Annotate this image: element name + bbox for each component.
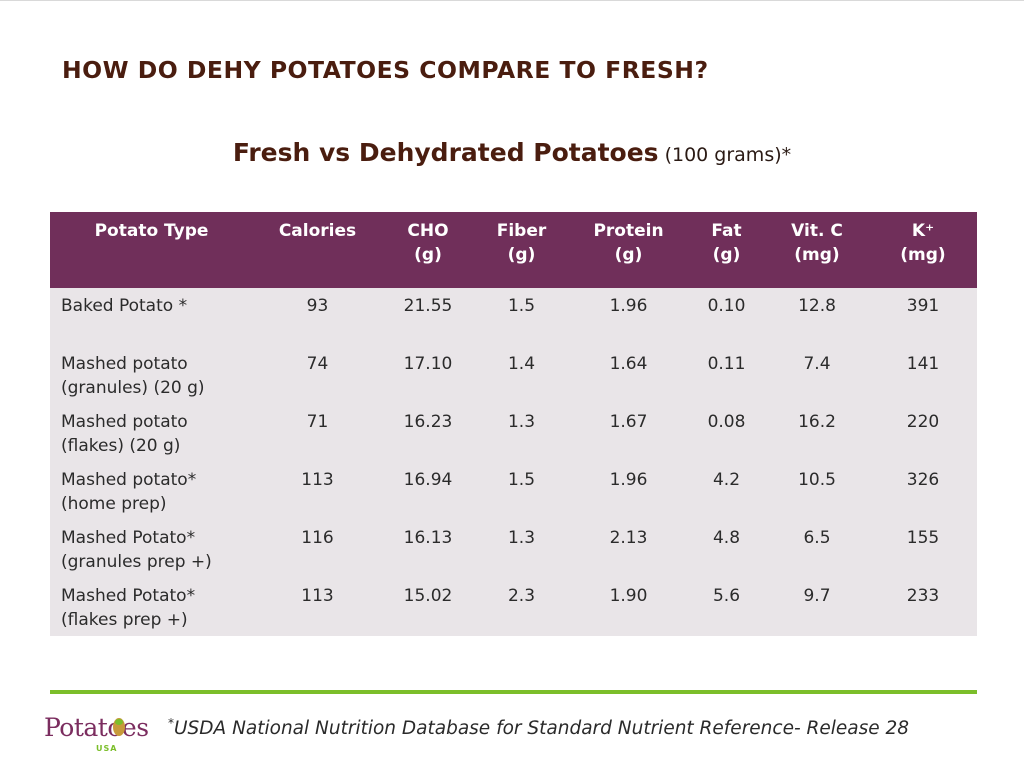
header-fat: Fat (g) [711, 221, 742, 265]
cell-vitamin-c: 9.7 [803, 586, 831, 606]
cell-potassium: 233 [906, 586, 940, 606]
cell-potassium: 326 [906, 470, 940, 490]
cell-vitamin-c: 16.2 [798, 412, 836, 432]
potatoes-usa-logo: Potatoes USA [44, 713, 149, 763]
cell-fat: 4.2 [712, 470, 741, 490]
table-row: Mashed potato* (home prep) 113 16.94 1.5 … [50, 462, 977, 520]
cell-potato-type: Mashed potato* (home prep) [61, 470, 197, 514]
cell-potassium: 391 [906, 296, 940, 316]
table-header-row: Potato Type Calories CHO (g) Fiber (g) Pro… [50, 212, 977, 288]
cell-protein: 1.96 [609, 470, 648, 490]
cell-potassium: 155 [906, 528, 940, 548]
cell-potato-type: Mashed potato (granules) (20 g) [61, 354, 205, 398]
cell-fat: 5.6 [712, 586, 741, 606]
header-fiber: Fiber (g) [496, 221, 547, 265]
cell-calories: 71 [306, 412, 329, 432]
caption-serving: (100 grams)* [664, 144, 792, 166]
cell-potato-type: Baked Potato * [61, 296, 188, 316]
cell-calories: 93 [306, 296, 329, 316]
footnote-text: USDA National Nutrition Database for Sta… [174, 718, 910, 740]
cell-vitamin-c: 12.8 [798, 296, 836, 316]
cell-potato-type: Mashed Potato* (flakes prep +) [61, 586, 196, 630]
cell-fiber: 1.3 [507, 412, 536, 432]
cell-potato-type: Mashed potato (flakes) (20 g) [61, 412, 188, 456]
cell-fiber: 2.3 [507, 586, 536, 606]
table-row: Mashed Potato* (flakes prep +) 113 15.02 … [50, 578, 977, 636]
cell-fat: 0.08 [707, 412, 746, 432]
cell-cho: 17.10 [403, 354, 453, 374]
cell-calories: 113 [301, 470, 334, 490]
cell-vitamin-c: 10.5 [798, 470, 836, 490]
footer-divider [50, 690, 977, 694]
cell-calories: 116 [301, 528, 334, 548]
potato-mark-icon [113, 718, 125, 736]
table-row: Baked Potato * 93 21.55 1.5 1.96 0.10 12… [50, 288, 977, 346]
source-footnote: *USDA National Nutrition Database for St… [168, 716, 909, 739]
cell-fat: 4.8 [712, 528, 741, 548]
cell-vitamin-c: 6.5 [803, 528, 831, 548]
cell-fat: 0.10 [707, 296, 746, 316]
cell-calories: 74 [306, 354, 329, 374]
top-border [0, 0, 1024, 1]
slide-title: HOW DO DEHY POTATOES COMPARE TO FRESH? [62, 56, 709, 84]
cell-vitamin-c: 7.4 [803, 354, 831, 374]
nutrition-table: Potato Type Calories CHO (g) Fiber (g) Pro… [50, 212, 977, 636]
header-protein: Protein (g) [593, 221, 664, 265]
logo-usa: USA [96, 744, 118, 753]
header-vitamin-c: Vit. C (mg) [791, 221, 843, 265]
cell-fiber: 1.3 [507, 528, 536, 548]
logo-wordmark: Potatoes [44, 713, 149, 742]
header-cho: CHO (g) [407, 221, 449, 265]
table-caption: Fresh vs Dehydrated Potatoes (100 grams)* [0, 138, 1024, 167]
cell-potassium: 220 [906, 412, 940, 432]
cell-fiber: 1.5 [507, 296, 536, 316]
header-potato-type: Potato Type [94, 221, 209, 241]
caption-main: Fresh vs Dehydrated Potatoes [232, 138, 659, 167]
cell-protein: 1.90 [609, 586, 648, 606]
cell-cho: 15.02 [403, 586, 453, 606]
cell-potassium: 141 [906, 354, 940, 374]
cell-potato-type: Mashed Potato* (granules prep +) [61, 528, 212, 572]
cell-protein: 1.96 [609, 296, 648, 316]
cell-cho: 21.55 [403, 296, 453, 316]
cell-cho: 16.13 [403, 528, 453, 548]
table-row: Mashed Potato* (granules prep +) 116 16.1… [50, 520, 977, 578]
cell-protein: 1.64 [609, 354, 648, 374]
cell-protein: 2.13 [609, 528, 648, 548]
header-calories: Calories [278, 221, 357, 241]
cell-calories: 113 [301, 586, 334, 606]
cell-fat: 0.11 [707, 354, 746, 374]
cell-fiber: 1.4 [507, 354, 536, 374]
table-row: Mashed potato (flakes) (20 g) 71 16.23 1.… [50, 404, 977, 462]
footnote-mark: * [168, 716, 174, 730]
cell-protein: 1.67 [609, 412, 648, 432]
cell-fiber: 1.5 [507, 470, 536, 490]
header-potassium: K⁺ (mg) [900, 221, 946, 265]
cell-cho: 16.94 [403, 470, 453, 490]
table-row: Mashed potato (granules) (20 g) 74 17.10 … [50, 346, 977, 404]
cell-cho: 16.23 [403, 412, 453, 432]
